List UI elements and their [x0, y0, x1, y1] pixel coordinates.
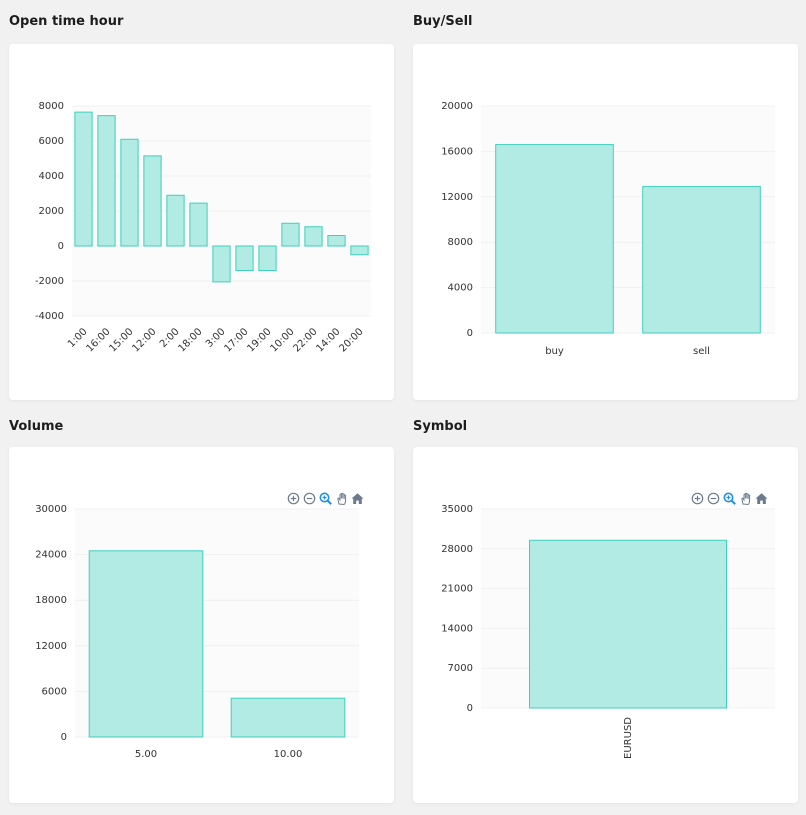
open-time-hour-bar-17-00[interactable] [235, 245, 254, 271]
symbol-y-tick-label: 35000 [441, 504, 473, 515]
buy-sell-y-tick-label: 12000 [441, 192, 473, 203]
open-time-hour-bar-22-00[interactable] [304, 226, 323, 247]
open-time-hour-x-category-label: 18:00 [176, 326, 204, 354]
selection-zoom-icon[interactable] [319, 490, 332, 505]
volume-y-tick-label: 0 [61, 732, 67, 743]
open-time-hour-bar-2-00[interactable] [166, 194, 185, 247]
symbol-y-tick-label: 21000 [441, 584, 473, 595]
volume-bar-5-00[interactable] [88, 550, 204, 738]
zoom-out-icon[interactable] [303, 490, 316, 505]
reset-home-icon[interactable] [755, 490, 768, 504]
volume-y-tick-label: 18000 [35, 595, 67, 606]
open-time-hour-bar-1-00[interactable] [74, 111, 93, 247]
buy-sell-bar-buy[interactable] [495, 144, 614, 334]
buy-sell-y-tick-label: 20000 [441, 101, 473, 112]
symbol-y-tick-label: 14000 [441, 623, 473, 634]
buy-sell-y-tick-label: 8000 [448, 237, 473, 248]
open-time-hour-x-category-label: 20:00 [337, 326, 365, 354]
buy-sell-bar-sell[interactable] [642, 186, 761, 334]
open-time-hour-bar-16-00[interactable] [97, 115, 116, 247]
open-time-hour-bar-15-00[interactable] [120, 138, 139, 247]
open-time-hour-bar-14-00[interactable] [327, 235, 346, 247]
volume-y-tick-label: 12000 [35, 641, 67, 652]
symbol-bar-chart: 35000 28000 21000 14000 7000 0 EURUSD [441, 504, 775, 759]
buy-sell-y-tick-label: 0 [467, 328, 473, 339]
panel-title-symbol: Symbol [413, 419, 468, 434]
open-time-hour-y-tick-label: 2000 [39, 206, 64, 217]
chart-card-buy-sell: 20000 16000 12000 8000 4000 0 buy sell [413, 44, 798, 400]
volume-bar-10-00[interactable] [230, 697, 346, 738]
open-time-hour-bar-chart: 80006000400020000-2000-40001:0016:0015:0… [35, 101, 371, 355]
open-time-hour-x-category-label: 16:00 [84, 326, 112, 354]
volume-x-category-label: 5.00 [135, 749, 157, 760]
symbol-x-category-label: EURUSD [623, 717, 634, 759]
open-time-hour-bar-18-00[interactable] [189, 202, 208, 247]
pan-hand-icon[interactable] [335, 490, 348, 506]
open-time-hour-y-tick-label: -4000 [35, 311, 64, 322]
symbol-chart-toolbar [691, 490, 768, 506]
zoom-in-icon[interactable] [287, 490, 300, 505]
symbol-y-tick-label: 28000 [441, 544, 473, 555]
open-time-hour-x-category-label: 17:00 [222, 326, 250, 354]
volume-bar-chart: 30000 24000 18000 12000 6000 0 5.00 10.00 [35, 504, 359, 760]
open-time-hour-x-category-label: 22:00 [291, 326, 319, 354]
selection-zoom-icon[interactable] [723, 490, 736, 505]
open-time-hour-x-category-label: 10:00 [268, 326, 296, 354]
open-time-hour-y-tick-label: 8000 [39, 101, 64, 112]
open-time-hour-y-tick-label: 6000 [39, 136, 64, 147]
symbol-bar-eurusd[interactable] [529, 539, 727, 709]
volume-x-category-label: 10.00 [274, 749, 303, 760]
zoom-out-icon[interactable] [707, 490, 720, 505]
panel-title-buy-sell: Buy/Sell [413, 14, 473, 29]
open-time-hour-bar-20-00[interactable] [350, 245, 369, 256]
volume-y-tick-label: 6000 [42, 686, 67, 697]
open-time-hour-y-tick-label: -2000 [35, 276, 64, 287]
open-time-hour-x-category-label: 14:00 [314, 326, 342, 354]
reset-home-icon[interactable] [351, 490, 364, 504]
volume-chart-toolbar [287, 490, 364, 506]
panel-title-open-time-hour: Open time hour [9, 14, 124, 29]
buy-sell-bar-chart: 20000 16000 12000 8000 4000 0 buy sell [441, 101, 775, 357]
open-time-hour-bar-19-00[interactable] [258, 245, 277, 271]
open-time-hour-x-category-label: 19:00 [245, 326, 273, 354]
open-time-hour-bar-3-00[interactable] [212, 245, 231, 283]
open-time-hour-y-tick-label: 0 [58, 241, 64, 252]
chart-card-open-time-hour: 8000 6000 4000 2000 0 -2000 -4000 1:00 16:00 15:0… [9, 44, 394, 400]
chart-card-symbol: 35000 28000 21000 14000 7000 0 EURUSD [413, 447, 798, 803]
open-time-hour-y-tick-label: 4000 [39, 171, 64, 182]
panel-title-volume: Volume [9, 419, 64, 434]
symbol-y-tick-label: 0 [467, 703, 473, 714]
volume-y-tick-label: 24000 [35, 550, 67, 561]
open-time-hour-bar-10-00[interactable] [281, 222, 300, 247]
buy-sell-y-tick-label: 16000 [441, 146, 473, 157]
volume-y-tick-label: 30000 [35, 504, 67, 515]
buy-sell-y-tick-label: 4000 [448, 283, 473, 294]
pan-hand-icon[interactable] [739, 490, 752, 506]
symbol-y-tick-label: 7000 [448, 663, 473, 674]
open-time-hour-x-category-label: 12:00 [130, 326, 158, 354]
zoom-in-icon[interactable] [691, 490, 704, 505]
open-time-hour-x-category-label: 15:00 [107, 326, 135, 354]
chart-card-volume: 30000 24000 18000 12000 6000 0 5.00 10.00 [9, 447, 394, 803]
open-time-hour-bar-12-00[interactable] [143, 155, 162, 247]
buy-sell-x-category-label: buy [545, 346, 564, 357]
buy-sell-x-category-label: sell [693, 346, 710, 357]
